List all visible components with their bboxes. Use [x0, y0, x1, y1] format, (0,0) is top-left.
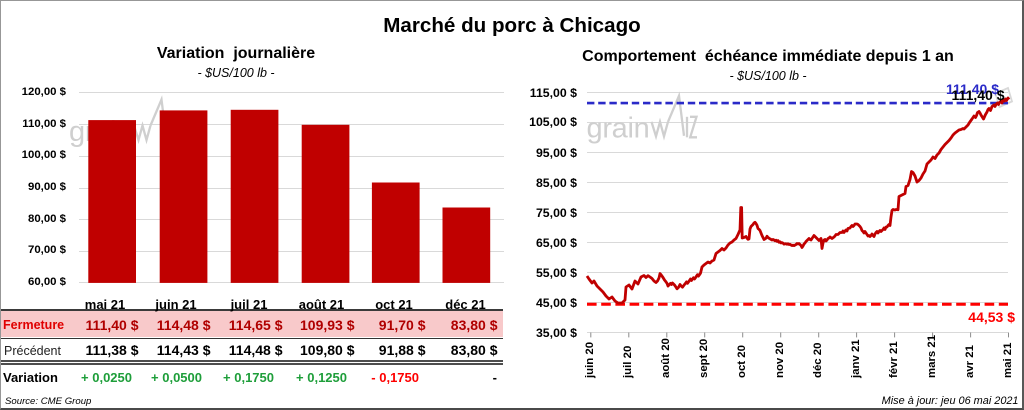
svg-text:grain: grain: [587, 112, 650, 144]
